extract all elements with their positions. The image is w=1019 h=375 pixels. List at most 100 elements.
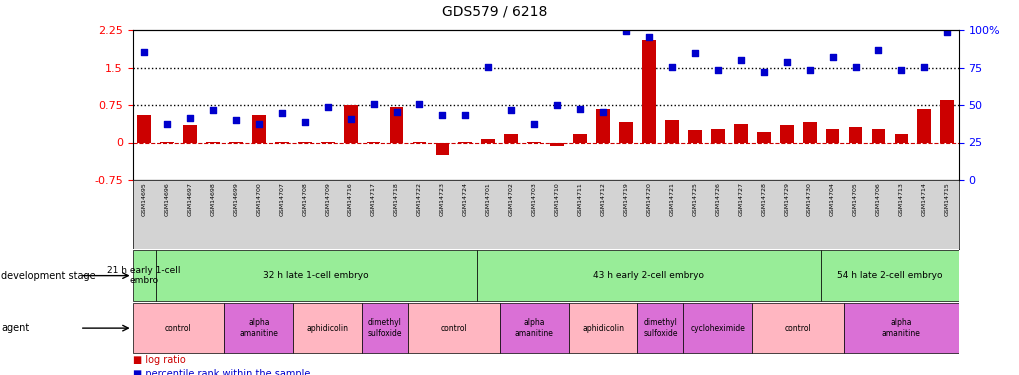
Bar [481,138,495,142]
Text: GSM14720: GSM14720 [646,182,651,216]
Point [181,114,198,120]
Point [502,107,519,113]
Bar [642,40,655,142]
Text: alpha
amanitine: alpha amanitine [239,318,278,338]
Point [136,48,152,54]
Text: development stage: development stage [1,271,96,280]
Text: GSM14706: GSM14706 [875,182,880,216]
Text: GSM14728: GSM14728 [760,182,765,216]
Point [777,58,794,64]
Text: GSM14707: GSM14707 [279,182,284,216]
Bar [320,141,334,142]
Bar [389,106,404,142]
Bar [848,126,861,142]
Bar [550,142,564,146]
Point [823,54,840,60]
Bar [476,251,820,301]
Point [801,67,817,73]
Text: GSM14696: GSM14696 [164,182,169,216]
Text: control: control [784,324,811,333]
Text: GSM14695: GSM14695 [142,182,147,216]
Bar [298,141,312,142]
Bar [229,141,243,142]
Bar [435,142,448,155]
Text: aphidicolin: aphidicolin [582,324,624,333]
Point [594,108,610,114]
Text: GSM14727: GSM14727 [738,182,743,216]
Text: control: control [440,324,467,333]
Text: GSM14708: GSM14708 [302,182,307,216]
Text: GSM14700: GSM14700 [256,182,261,216]
Text: GSM14701: GSM14701 [485,182,490,216]
Point [251,120,267,126]
Text: ■ percentile rank within the sample: ■ percentile rank within the sample [132,369,310,375]
Point [893,67,909,73]
Point [663,63,680,69]
Bar [710,129,723,142]
Bar [132,251,156,301]
Text: ■ log ratio: ■ log ratio [132,355,185,365]
Bar [132,303,224,353]
Bar [408,303,499,353]
Bar [138,115,151,142]
Text: GSM14724: GSM14724 [463,182,468,216]
Text: GDS579 / 6218: GDS579 / 6218 [441,5,547,19]
Text: 32 h late 1-cell embryo: 32 h late 1-cell embryo [263,271,369,280]
Text: GSM14699: GSM14699 [233,182,238,216]
Text: GSM14716: GSM14716 [347,182,353,216]
Text: GSM14698: GSM14698 [210,182,215,216]
Bar [637,303,683,353]
Text: alpha
amanitine: alpha amanitine [881,318,920,338]
Point [869,47,886,53]
Bar [252,115,265,142]
Bar [459,141,472,142]
Text: dimethyl
sulfoxide: dimethyl sulfoxide [368,318,401,338]
Point [365,100,381,106]
Point [572,105,588,111]
Bar [664,120,679,142]
Bar [275,141,288,142]
Text: GSM14702: GSM14702 [508,182,514,216]
Bar [156,251,477,301]
Bar [527,141,540,142]
Text: GSM14729: GSM14729 [784,182,789,216]
Text: control: control [165,324,192,333]
Bar [503,134,518,142]
Text: 21 h early 1-cell
embro: 21 h early 1-cell embro [107,266,180,285]
Bar [224,303,293,353]
Bar [870,129,884,142]
Bar [362,303,408,353]
Point [686,50,702,55]
Bar [595,108,609,142]
Bar [206,141,220,142]
Text: GSM14726: GSM14726 [714,182,719,216]
Bar [683,303,752,353]
Bar [894,134,908,142]
Point [388,108,405,114]
Bar [293,303,362,353]
Bar [843,303,958,353]
Point [434,112,450,118]
Point [319,104,335,110]
Bar [751,303,843,353]
Text: agent: agent [1,323,30,333]
Point [480,63,496,69]
Point [640,33,656,39]
Point [938,30,955,36]
Text: GSM14705: GSM14705 [852,182,857,216]
Text: cycloheximide: cycloheximide [690,324,745,333]
Text: GSM14715: GSM14715 [944,182,949,216]
Point [526,120,542,126]
Text: GSM14719: GSM14719 [623,182,628,216]
Bar [183,125,197,142]
Text: GSM14725: GSM14725 [692,182,697,216]
Point [273,110,289,116]
Text: 43 h early 2-cell embryo: 43 h early 2-cell embryo [593,271,704,280]
Text: GSM14710: GSM14710 [554,182,559,216]
Point [159,120,175,126]
Text: GSM14709: GSM14709 [325,182,330,216]
Text: GSM14730: GSM14730 [806,182,811,216]
Text: aphidicolin: aphidicolin [307,324,348,333]
Text: GSM14714: GSM14714 [921,182,926,216]
Bar [756,132,770,142]
